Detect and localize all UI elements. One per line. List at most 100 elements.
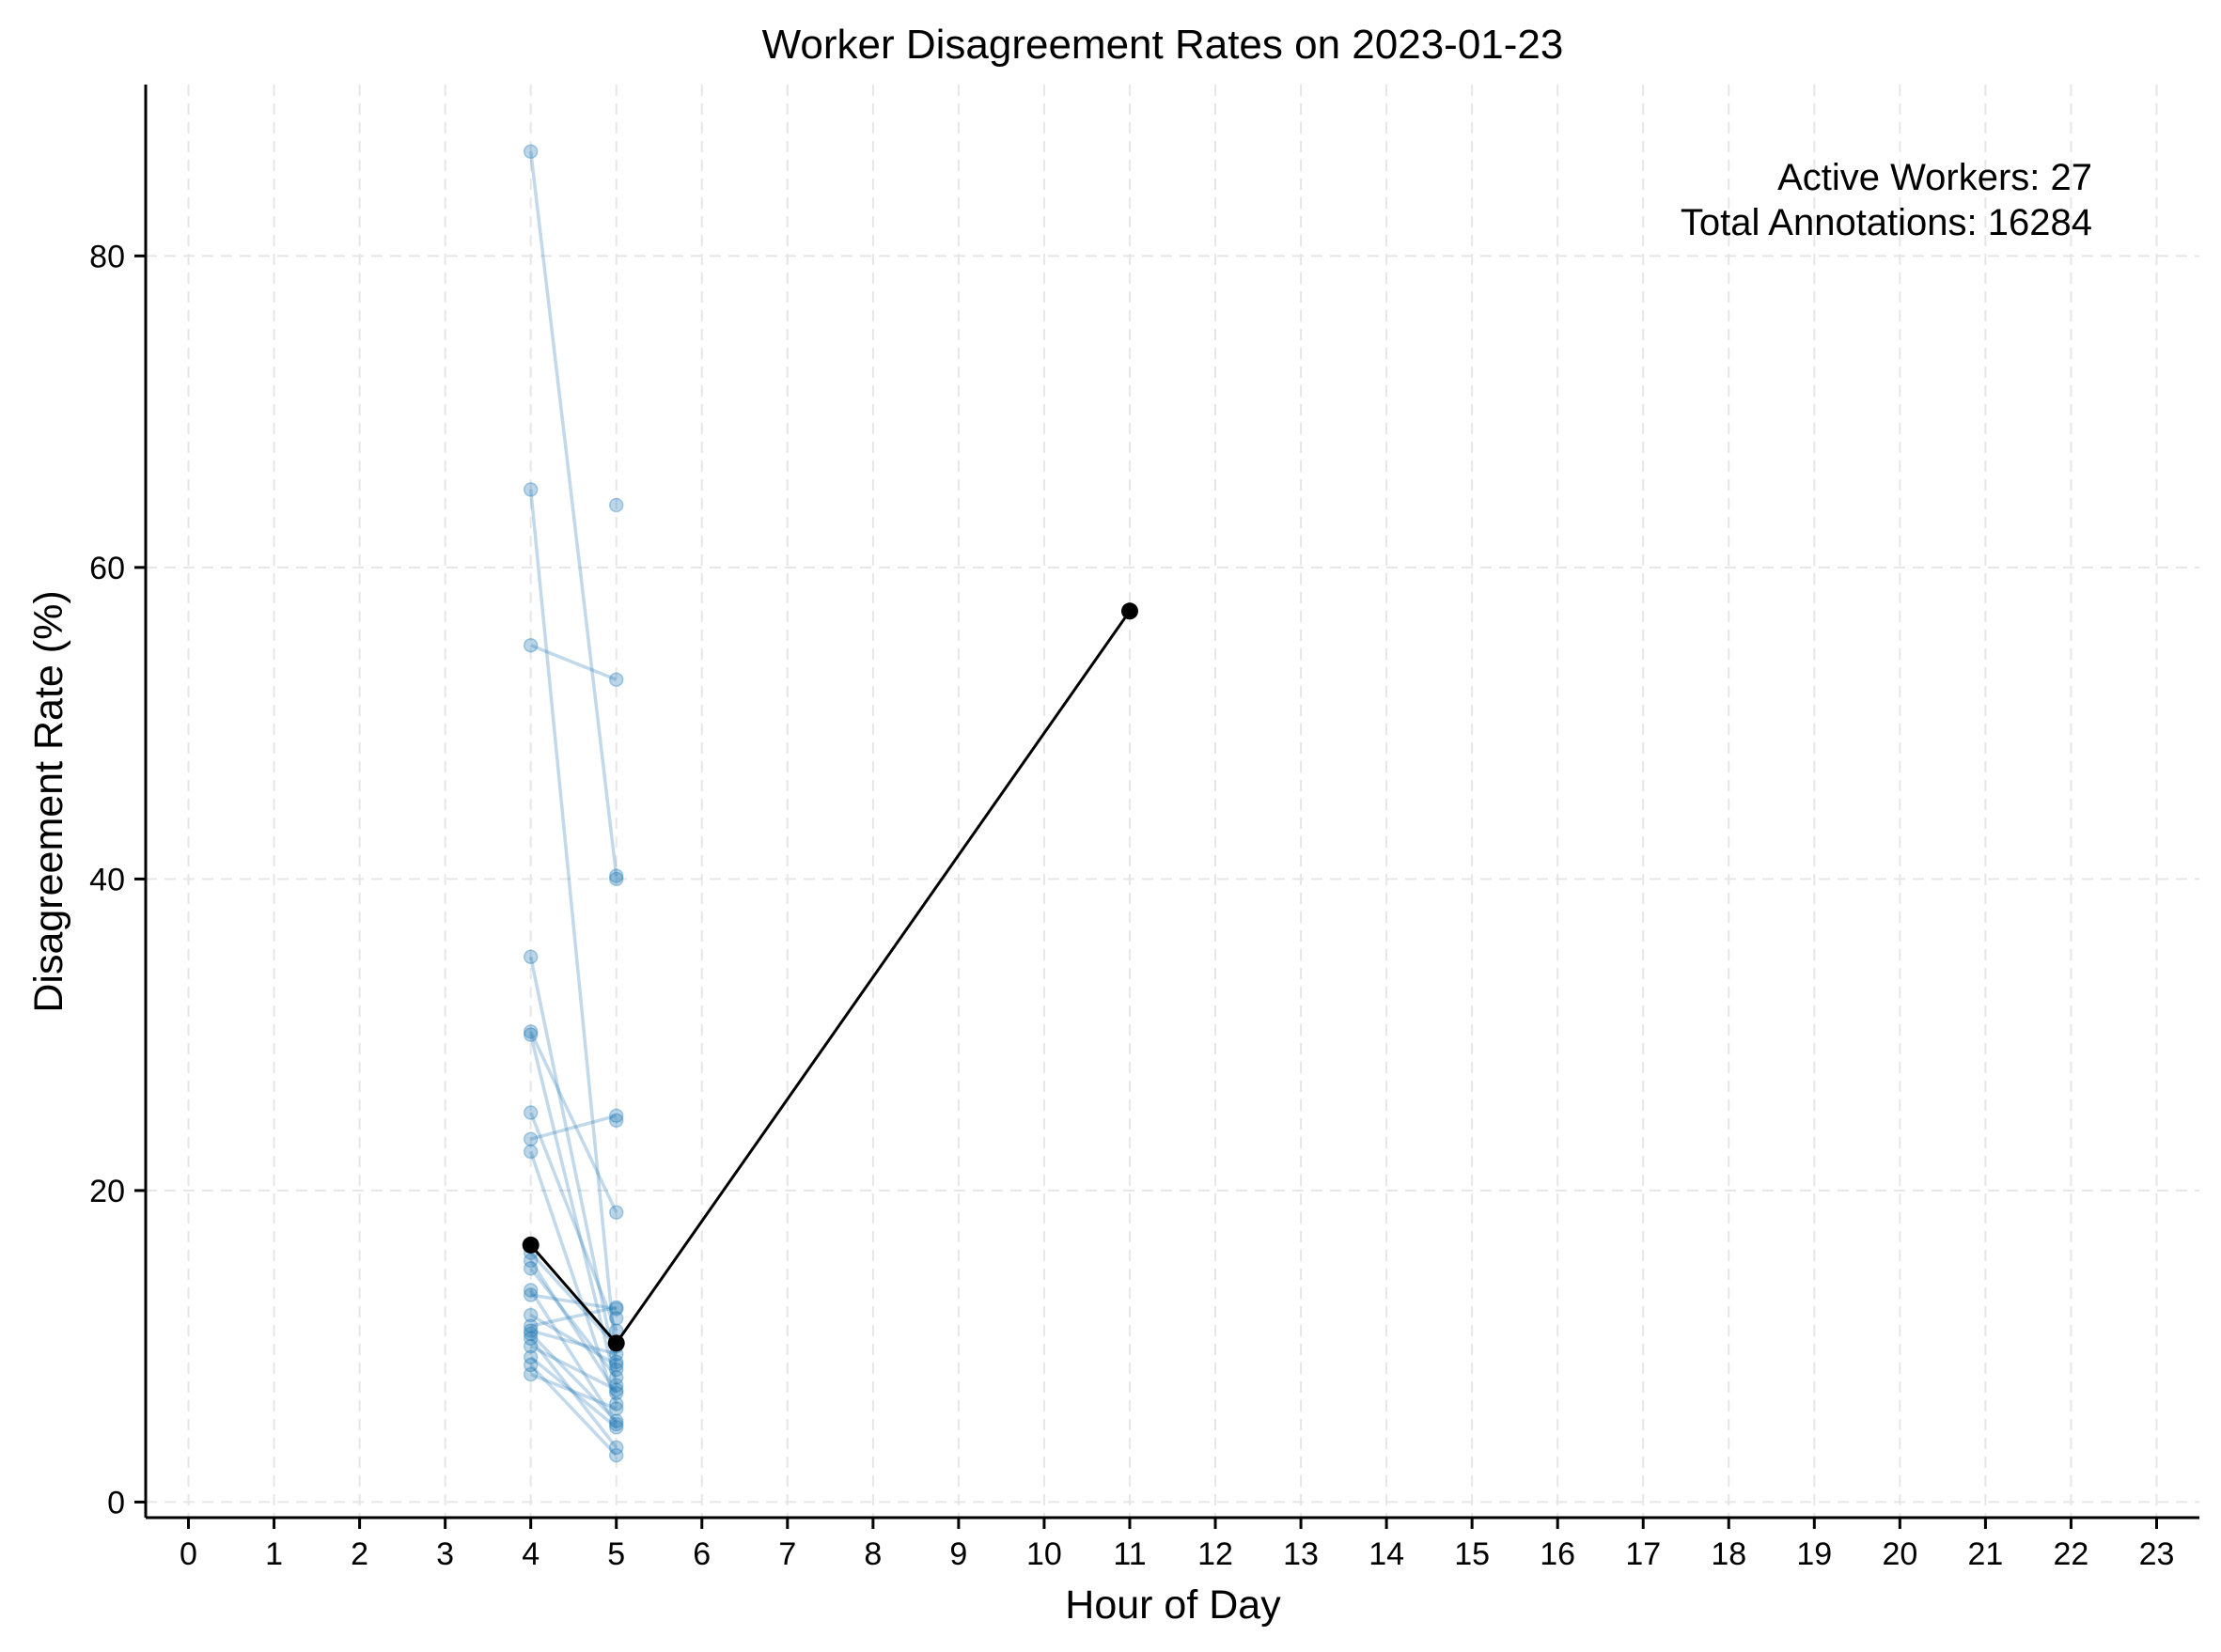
worker-series-line: [528, 151, 618, 877]
x-tick-label: 16: [1540, 1536, 1575, 1572]
worker-data-point: [608, 1382, 624, 1397]
grid-lines: [146, 85, 2199, 1518]
mean-data-point: [522, 1236, 540, 1254]
worker-series-line: [530, 1372, 618, 1410]
worker-data-point: [608, 1354, 624, 1369]
worker-data-point: [523, 1027, 539, 1042]
worker-data-point: [523, 1307, 539, 1323]
y-tick-label: 20: [89, 1174, 125, 1209]
y-axis-ticks: 0 20 40 60 80: [89, 239, 146, 1520]
worker-data-point: [523, 1349, 539, 1365]
worker-series-line: [529, 1031, 618, 1213]
worker-series-line: [529, 1355, 618, 1429]
x-tick-label: 6: [693, 1536, 711, 1572]
active-workers-annotation: Active Workers: 27: [1777, 157, 2092, 198]
worker-data-point: [608, 1113, 624, 1129]
worker-series-line: [529, 1364, 618, 1457]
total-annotations-annotation: Total Annotations: 16284: [1681, 202, 2092, 243]
x-tick-label: 10: [1026, 1536, 1062, 1572]
worker-data-point: [523, 1338, 539, 1354]
x-tick-label: 7: [778, 1536, 796, 1572]
y-axis-label: Disagreement Rate (%): [26, 590, 71, 1012]
worker-data-point: [608, 1413, 624, 1428]
worker-series-line: [529, 1337, 618, 1449]
axes: [144, 85, 2199, 1520]
x-tick-label: 8: [864, 1536, 882, 1572]
x-tick-label: 14: [1369, 1536, 1404, 1572]
worker-data-point: [608, 1378, 624, 1393]
x-tick-label: 3: [436, 1536, 454, 1572]
worker-data-point: [523, 1326, 539, 1342]
worker-series-line: [530, 1293, 618, 1311]
worker-data-point: [523, 1131, 539, 1146]
worker-data-point: [523, 1024, 539, 1039]
x-tick-label: 18: [1711, 1536, 1746, 1572]
worker-data-point: [523, 1318, 539, 1333]
x-tick-label: 15: [1454, 1536, 1490, 1572]
worker-data-point: [608, 1370, 624, 1385]
chart-title: Worker Disagreement Rates on 2023-01-23: [762, 22, 1564, 68]
worker-series-line: [530, 1329, 618, 1356]
worker-series-line: [529, 1313, 618, 1367]
worker-series-line: [529, 1252, 618, 1348]
y-tick-label: 40: [89, 862, 125, 897]
worker-data-point: [608, 1108, 624, 1124]
worker-data-point: [523, 637, 539, 653]
worker-data-point: [608, 1205, 624, 1220]
x-tick-label: 17: [1625, 1536, 1661, 1572]
worker-data-point: [608, 497, 624, 513]
worker-series-line: [529, 1267, 618, 1379]
worker-data-point: [523, 1331, 539, 1347]
worker-data-point: [523, 1357, 539, 1373]
worker-data-point: [608, 1447, 624, 1463]
worker-series-line: [529, 1259, 618, 1395]
worker-data-point: [523, 1261, 539, 1276]
worker-data-point: [608, 868, 624, 883]
worker-series-line: [529, 1333, 618, 1423]
x-tick-label: 5: [607, 1536, 625, 1572]
x-tick-label: 13: [1283, 1536, 1319, 1572]
worker-data-point: [608, 1300, 624, 1315]
worker-data-point: [523, 949, 539, 965]
x-tick-label: 0: [180, 1536, 197, 1572]
worker-data-point: [608, 1420, 624, 1435]
x-axis-ticks: 0 1 2 3 4 5 6 7 8 9 10 11 12 13 14 15 16 17 18 19 20 21 22 23: [180, 1518, 2174, 1572]
worker-data-point: [608, 1311, 624, 1326]
x-tick-label: 19: [1796, 1536, 1832, 1572]
worker-data-point: [523, 1287, 539, 1302]
worker-series-line: [528, 489, 618, 1363]
worker-data-point: [608, 1301, 624, 1317]
worker-data-point: [608, 1440, 624, 1456]
worker-series-line: [529, 1289, 618, 1426]
worker-data-point: [608, 1362, 624, 1378]
x-tick-label: 21: [1967, 1536, 2003, 1572]
worker-data-point: [608, 672, 624, 687]
x-tick-label: 22: [2054, 1536, 2089, 1572]
worker-data-point: [608, 1416, 624, 1432]
worker-data-point: [523, 1283, 539, 1298]
worker-data-point: [608, 871, 624, 887]
worker-series-line: [530, 1114, 618, 1141]
x-axis-label: Hour of Day: [1065, 1582, 1281, 1628]
x-tick-label: 2: [351, 1536, 368, 1572]
mean-series-group: [522, 602, 1138, 1352]
worker-series-line: [530, 1305, 618, 1328]
worker-data-point: [608, 1401, 624, 1416]
mean-data-point: [607, 1334, 625, 1352]
worker-data-point: [523, 482, 539, 497]
x-tick-label: 1: [265, 1536, 283, 1572]
worker-data-point: [523, 1144, 539, 1160]
y-tick-label: 0: [107, 1485, 125, 1520]
worker-data-point: [523, 144, 539, 160]
y-tick-label: 80: [89, 239, 125, 274]
mean-data-point: [1120, 602, 1138, 620]
worker-data-point: [523, 1323, 539, 1338]
x-tick-label: 4: [522, 1536, 540, 1572]
worker-series-line: [529, 1150, 618, 1405]
x-tick-label: 11: [1113, 1536, 1146, 1572]
worker-series-line: [528, 956, 618, 1370]
x-tick-label: 12: [1197, 1536, 1233, 1572]
worker-series-line: [530, 644, 618, 681]
